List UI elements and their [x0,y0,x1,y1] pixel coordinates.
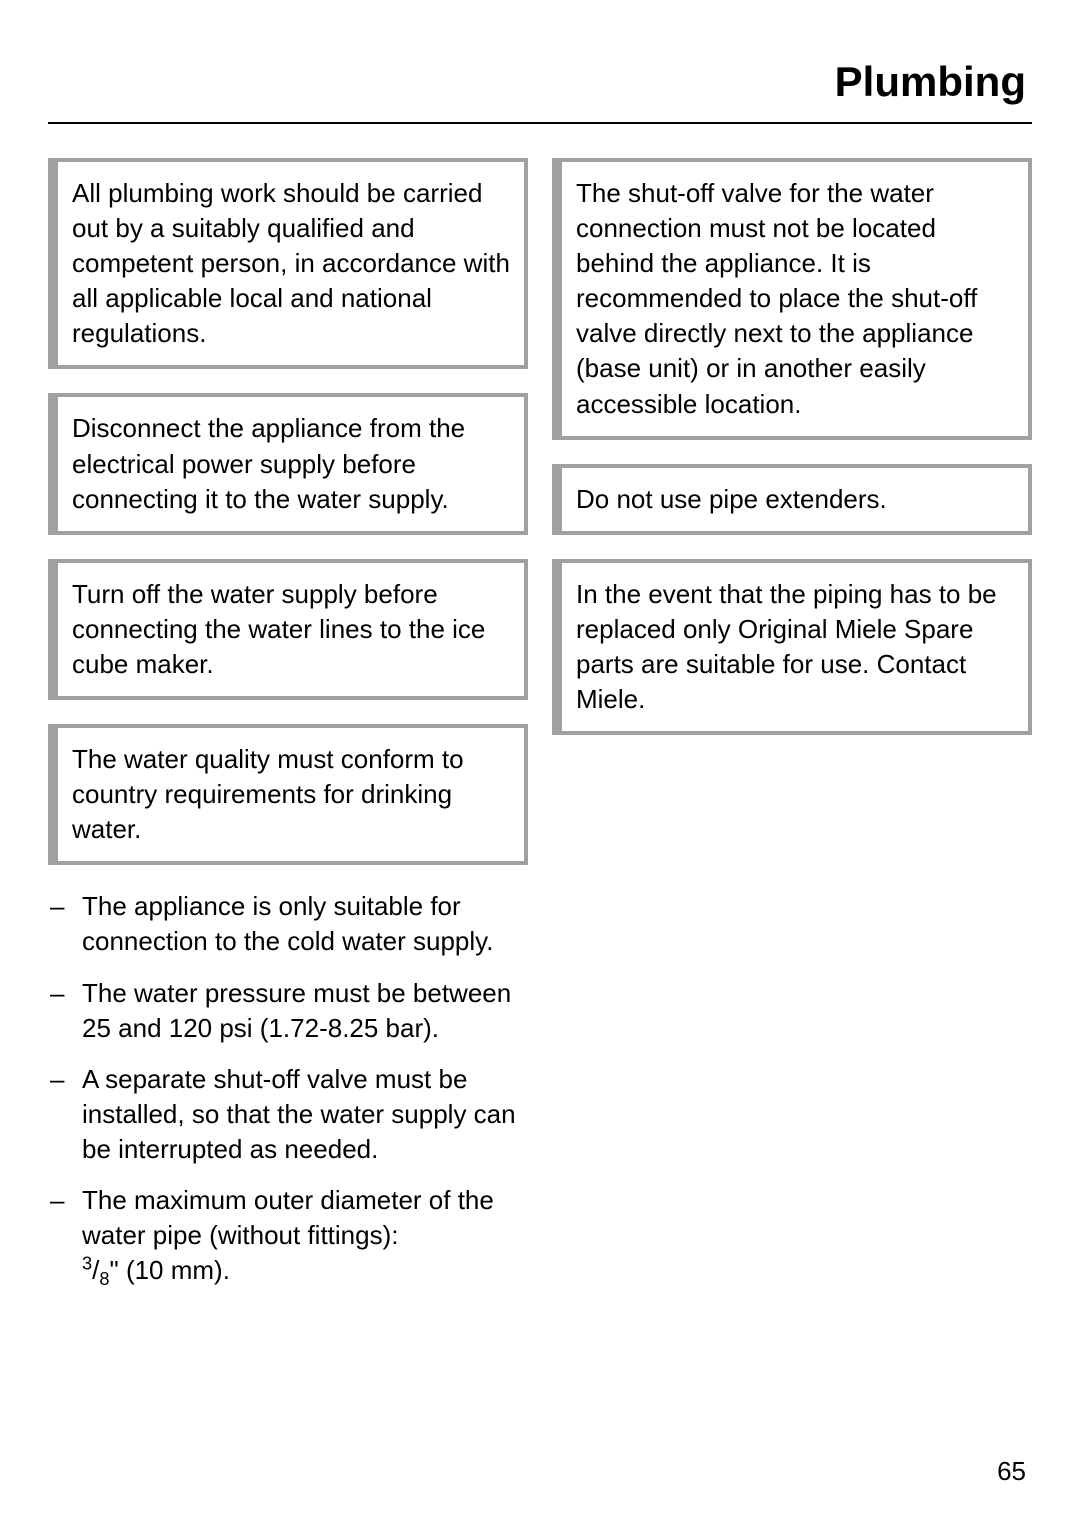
callout-box: All plumbing work should be carried out … [48,158,528,369]
title-rule [48,122,1032,124]
callout-box: Turn off the water supply before connect… [48,559,528,700]
list-item: The appliance is only suitable for conne… [48,889,528,959]
content-columns: All plumbing work should be carried out … [48,158,1032,1304]
bullet-list: The appliance is only suitable for conne… [48,889,528,1288]
callout-box: In the event that the piping has to be r… [552,559,1032,735]
list-item: A separate shut-off valve must be instal… [48,1062,528,1167]
left-column: All plumbing work should be carried out … [48,158,528,1304]
callout-box: The water quality must conform to countr… [48,724,528,865]
list-item: The maximum outer diameter of the water … [48,1183,528,1288]
right-column: The shut-off valve for the water connect… [552,158,1032,1304]
page-number: 65 [997,1456,1026,1487]
list-item-suffix: " (10 mm). [109,1255,229,1285]
callout-box: Do not use pipe extenders. [552,464,1032,535]
callout-box: The shut-off valve for the water connect… [552,158,1032,440]
page-title: Plumbing [48,58,1032,122]
callout-box: Disconnect the appliance from the electr… [48,393,528,534]
fraction-numerator: 3 [82,1254,92,1274]
list-item-text: The maximum outer diameter of the water … [82,1185,494,1250]
list-item: The water pressure must be between 25 an… [48,976,528,1046]
fraction-denominator: 8 [99,1269,109,1289]
